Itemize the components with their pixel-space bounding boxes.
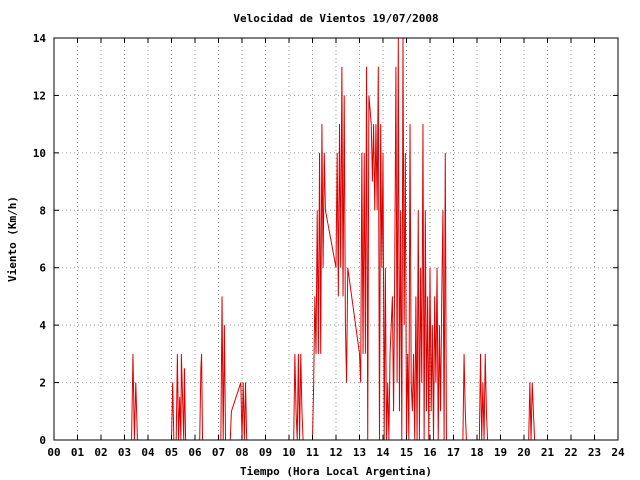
y-tick-label: 8 — [39, 204, 46, 217]
y-tick-label: 14 — [33, 32, 47, 45]
chart-title: Velocidad de Vientos 19/07/2008 — [233, 12, 438, 25]
x-tick-label: 13 — [353, 446, 366, 459]
y-tick-label: 2 — [39, 377, 46, 390]
x-tick-label: 15 — [400, 446, 413, 459]
x-tick-label: 09 — [259, 446, 272, 459]
y-tick-label: 6 — [39, 262, 46, 275]
x-tick-label: 22 — [564, 446, 577, 459]
x-axis-label: Tiempo (Hora Local Argentina) — [240, 465, 432, 478]
y-tick-label: 12 — [33, 89, 46, 102]
x-tick-label: 06 — [188, 446, 202, 459]
y-tick-label: 0 — [39, 434, 46, 447]
x-tick-label: 08 — [235, 446, 248, 459]
wind-speed-series-line — [54, 37, 618, 441]
x-tick-label: 24 — [611, 446, 625, 459]
y-axis-label: Viento (Km/h) — [6, 196, 19, 282]
x-tick-label: 00 — [47, 446, 60, 459]
x-tick-label: 02 — [94, 446, 107, 459]
x-tick-label: 14 — [376, 446, 390, 459]
y-axis-ticks: 0 2 4 6 8 10 12 14 — [33, 32, 618, 447]
x-tick-label: 12 — [329, 446, 342, 459]
y-tick-label: 4 — [39, 319, 46, 332]
x-tick-label: 07 — [212, 446, 225, 459]
x-tick-label: 18 — [470, 446, 483, 459]
x-tick-label: 11 — [306, 446, 320, 459]
x-tick-label: 20 — [517, 446, 530, 459]
x-tick-label: 21 — [541, 446, 555, 459]
x-axis-ticks: 00 01 02 03 04 05 06 07 08 09 10 11 12 13 14 15 16 17 18 19… — [47, 38, 625, 459]
x-tick-label: 10 — [282, 446, 295, 459]
x-tick-label: 16 — [423, 446, 437, 459]
x-tick-label: 19 — [494, 446, 507, 459]
y-tick-label: 10 — [33, 147, 46, 160]
x-tick-label: 05 — [165, 446, 178, 459]
x-tick-label: 17 — [447, 446, 460, 459]
x-tick-label: 01 — [71, 446, 85, 459]
series-layer — [54, 37, 618, 441]
x-tick-label: 04 — [141, 446, 155, 459]
x-tick-label: 03 — [118, 446, 131, 459]
x-tick-label: 23 — [588, 446, 601, 459]
